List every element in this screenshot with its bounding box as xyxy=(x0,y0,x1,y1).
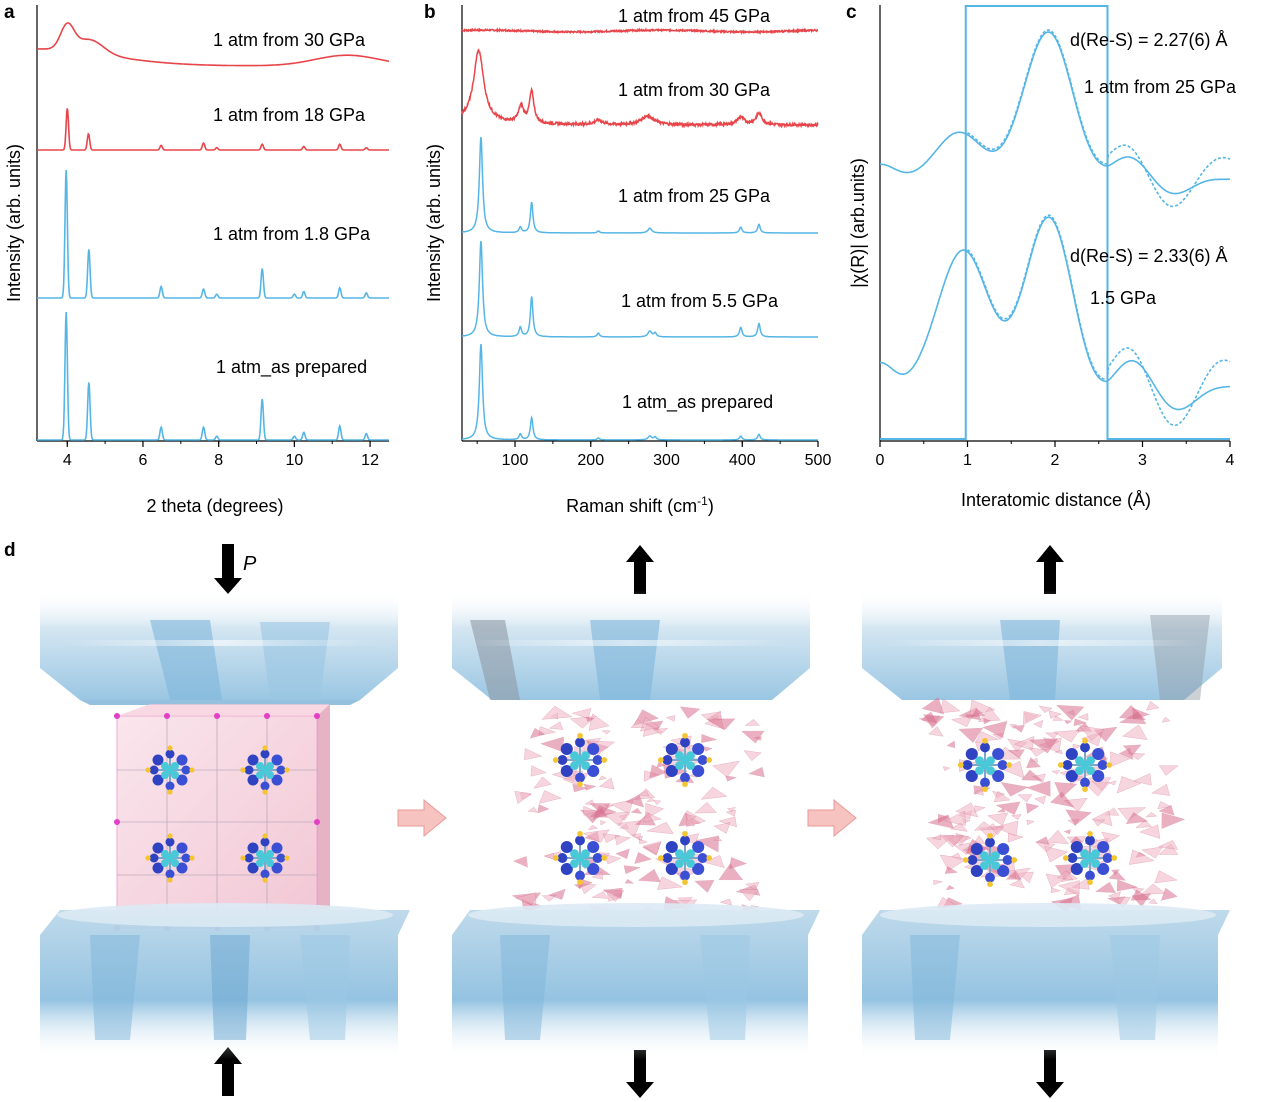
panel-c-xlabel: Interatomic distance (Å) xyxy=(961,490,1151,510)
x-tick-label: 6 xyxy=(139,452,148,469)
arrow-down-top-1 xyxy=(214,544,242,594)
arrow-up-top-2 xyxy=(626,545,654,594)
panel-a-xlabel: 2 theta (degrees) xyxy=(146,496,283,516)
top-diamond-anvil-3 xyxy=(862,590,1222,700)
mo-cluster-1-1 xyxy=(240,745,290,795)
panel-a-label-1.8gpa: 1 atm from 1.8 GPa xyxy=(213,224,371,244)
panel-a-label-30gpa: 1 atm from 30 GPa xyxy=(213,30,366,50)
x-tick-label: 300 xyxy=(653,452,680,469)
x-tick-label: 10 xyxy=(285,452,303,469)
arrow-up-top-3 xyxy=(1036,545,1064,594)
panel-b-label-5.5gpa: 1 atm from 5.5 GPa xyxy=(621,291,779,311)
stage-2-partially-amorphous xyxy=(452,545,820,1098)
panel-letter-b: b xyxy=(424,2,436,23)
panel-a-trace-0 xyxy=(37,22,390,67)
panel-a-ylabel: Intensity (arb. units) xyxy=(4,144,24,302)
pressure-label: P xyxy=(243,553,257,575)
top-diamond-anvil-2 xyxy=(452,590,810,700)
bottom-diamond-anvil-1 xyxy=(40,903,410,1060)
panel-a-trace-2 xyxy=(37,169,389,299)
top-diamond-anvil-1 xyxy=(40,590,398,705)
lattice-node xyxy=(314,819,320,825)
mo-cluster-1-3 xyxy=(240,833,290,883)
glass-shards-3 xyxy=(918,697,1186,914)
mo-cluster-3-2 xyxy=(962,832,1018,888)
panel-c-fit-1 xyxy=(966,214,1231,427)
lattice-node xyxy=(164,713,170,719)
panel-c-label-25gpa: 1 atm from 25 GPa xyxy=(1084,77,1237,97)
lattice-node xyxy=(114,819,120,825)
x-tick-label: 3 xyxy=(1138,452,1147,469)
panel-c-exafs-chart: 0 1 2 3 4 |χ(R)| (arb.units) Interatomic dis… xyxy=(848,5,1237,510)
panel-a-label-as-prepared: 1 atm_as prepared xyxy=(216,357,367,378)
x-tick-label: 2 xyxy=(1051,452,1060,469)
panel-a-xrd-chart: 4 6 8 10 12 Intensity (arb. units) 2 theta (… xyxy=(4,5,390,516)
stage-1-compressed xyxy=(40,544,410,1096)
panel-c-ylabel: |χ(R)| (arb.units) xyxy=(848,158,868,288)
mo-cluster-3-0 xyxy=(957,737,1013,793)
x-tick-label: 12 xyxy=(361,452,379,469)
x-tick-label: 8 xyxy=(214,452,223,469)
mo-cluster-2-2 xyxy=(552,830,608,886)
x-tick-label: 1 xyxy=(963,452,972,469)
panel-a-trace-1 xyxy=(37,108,389,151)
panel-b-label-30gpa: 1 atm from 30 GPa xyxy=(618,80,771,100)
panel-c-trace-1 xyxy=(880,216,1231,411)
mo-cluster-2-3 xyxy=(657,830,713,886)
x-tick-label: 400 xyxy=(729,452,756,469)
panel-a-trace-3 xyxy=(37,311,389,441)
lattice-node xyxy=(314,713,320,719)
panel-c-annotation-1.5gpa: d(Re-S) = 2.33(6) Å xyxy=(1070,246,1228,266)
panel-b-trace-0 xyxy=(461,27,819,36)
panel-b-xlabel: Raman shift (cm-1) xyxy=(566,494,714,516)
panel-letter-a: a xyxy=(4,2,15,23)
panel-d-illustration: P xyxy=(40,544,1230,1098)
lattice-node xyxy=(264,713,270,719)
bottom-diamond-anvil-3 xyxy=(862,903,1230,1060)
panel-b-label-25gpa: 1 atm from 25 GPa xyxy=(618,186,771,206)
panel-c-trace-0 xyxy=(880,31,1230,195)
x-tick-label: 0 xyxy=(876,452,885,469)
lattice-node xyxy=(114,713,120,719)
mo-cluster-3-3 xyxy=(1062,830,1118,886)
arrow-down-bottom-2 xyxy=(626,1050,654,1098)
mo-cluster-1-2 xyxy=(145,833,195,883)
panel-b-ylabel: Intensity (arb. units) xyxy=(424,144,444,302)
panel-letter-d: d xyxy=(4,540,16,561)
panel-b-label-45gpa: 1 atm from 45 GPa xyxy=(618,6,771,26)
x-tick-label: 100 xyxy=(502,452,529,469)
transition-arrow-1 xyxy=(397,798,447,838)
transition-arrow-2 xyxy=(807,798,857,838)
panel-b-trace-3 xyxy=(462,240,818,338)
x-tick-label: 4 xyxy=(63,452,72,469)
x-tick-label: 200 xyxy=(577,452,604,469)
mo-cluster-2-1 xyxy=(657,732,713,788)
panel-c-fit-0 xyxy=(967,29,1231,208)
panel-b-trace-1 xyxy=(461,48,819,129)
lattice-node xyxy=(214,713,220,719)
panel-letter-c: c xyxy=(846,2,857,23)
panel-b-trace-2 xyxy=(462,136,818,234)
mo-cluster-3-1 xyxy=(1057,737,1113,793)
arrow-down-bottom-3 xyxy=(1036,1050,1064,1098)
mo-cluster-2-0 xyxy=(552,732,608,788)
x-tick-label: 500 xyxy=(805,452,832,469)
stage-3-amorphous xyxy=(862,545,1230,1098)
panel-b-raman-chart: 100 200 300 400 500 Intensity (arb. units) R… xyxy=(424,5,831,516)
panel-c-window-function xyxy=(880,5,1230,440)
panel-c-annotation-25gpa: d(Re-S) = 2.27(6) Å xyxy=(1070,30,1228,50)
panel-a-label-18gpa: 1 atm from 18 GPa xyxy=(213,105,366,125)
panel-b-trace-4 xyxy=(462,343,818,441)
glass-shards-2 xyxy=(511,705,765,921)
bottom-diamond-anvil-2 xyxy=(452,903,820,1060)
x-tick-label: 4 xyxy=(1226,452,1235,469)
panel-b-label-as-prepared: 1 atm_as prepared xyxy=(622,392,773,413)
sample-crystal-cube xyxy=(114,704,330,931)
mo-cluster-1-0 xyxy=(145,745,195,795)
panel-c-label-1.5gpa: 1.5 GPa xyxy=(1090,288,1157,308)
